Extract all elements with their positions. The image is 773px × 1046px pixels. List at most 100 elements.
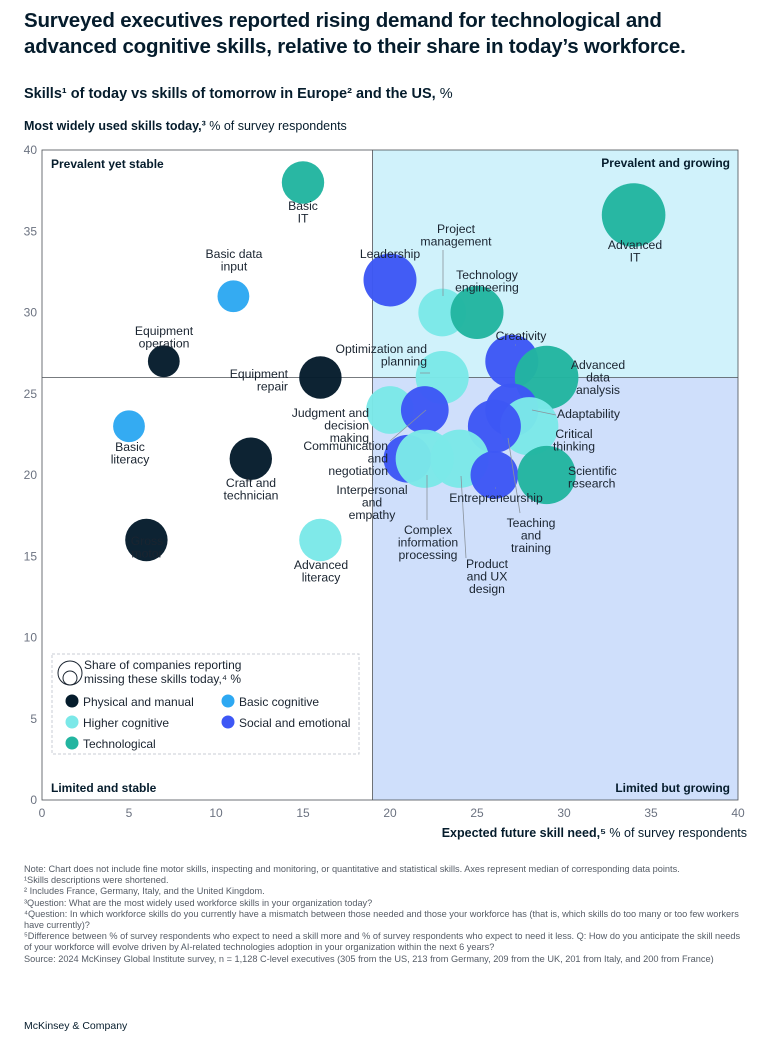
data-point-bubble [366,386,414,434]
x-tick-label: 15 [296,806,310,820]
y-tick-label: 40 [24,143,38,157]
legend-size-label-line2: missing these skills today,⁴ % [84,672,241,686]
data-point-label-line: and [521,529,541,543]
legend-swatch [221,715,235,729]
data-point-label-line: IT [630,251,641,265]
data-point-label-line: operation [139,337,190,351]
data-point-label-line: Technology [456,268,519,282]
data-point-label-line: Entrepreneurship [449,491,543,505]
data-point-label: Advanced literacy [294,558,348,585]
data-point-label-line: Gross [131,534,164,548]
quadrant-label-top-right: Prevalent and growing [601,156,730,170]
legend-swatch [65,694,79,708]
data-point-label-line: repair [257,380,288,394]
legend-swatch [65,736,79,750]
x-axis-title-bold: Expected future skill need,⁵ [441,826,606,840]
data-point-label-line: Adaptability [557,407,621,421]
data-point-label: Craft and technician [224,476,279,503]
data-point-label-line: and [368,452,388,466]
data-point-label-line: planning [381,355,427,369]
data-point-label: Leadership [360,247,421,261]
legend-swatch [221,694,235,708]
chart-subtitle-main: Skills¹ of today vs skills of tomorrow i… [24,86,436,102]
y-tick-label: 20 [24,468,38,482]
data-point-label-line: Basic [115,440,145,454]
data-point-label-line: Advanced [608,238,662,252]
data-point-label-line: Craft and [226,476,276,490]
footnotes: Note: Chart does not include fine motor … [24,864,744,965]
data-point-label: Judgment and decision making [292,406,369,445]
data-point-label: Equipment repair [230,367,289,394]
data-point-label-line: decision [324,419,369,433]
legend-item-label: Basic cognitive [239,695,319,709]
y-axis-title: Most widely used skills today,³ % of sur… [24,119,347,133]
label-leader-line [460,475,467,559]
legend-size-label: Share of companies reporting [84,658,241,672]
footnote: ³Question: What are the most widely used… [24,897,373,908]
data-point-label: Gross motor [131,534,164,561]
data-point-label: Project management [420,222,492,249]
data-point-bubble [281,161,325,204]
data-point-bubble [125,518,168,562]
data-point-label-line: Teaching [507,516,556,530]
data-point-label-line: Project [437,222,476,236]
chart-subtitle: Skills¹ of today vs skills of tomorrow i… [24,86,453,102]
data-point-label-line: engineering [455,281,519,295]
chart-subtitle-unit: % [435,86,453,102]
data-point-label: Critical thinking [553,427,595,454]
data-point-label: Advanced IT [608,238,662,265]
data-point-label-line: analysis [576,383,620,397]
data-point-bubble [450,286,504,339]
x-tick-label: 40 [731,806,745,820]
x-axis-title-unit: % of survey respondents [605,826,747,840]
data-point-label: Basic data input [206,247,263,274]
data-point-label-line: research [568,477,615,491]
x-tick-label: 35 [644,806,658,820]
quadrant-label-top-left: Prevalent yet stable [51,157,164,171]
scatter-chart: 0 5 10 15 20 25 30 35 40 0 5 10 15 20 25 30 35 40 Prevalen… [24,143,745,820]
data-point-label: Advanced data analysis [571,358,625,397]
data-point-bubble [217,280,250,313]
data-point-label-line: Scientific [568,464,617,478]
data-point-label-line: information [398,536,458,550]
footnote: ² Includes France, Germany, Italy, and t… [24,886,265,897]
data-point-label-line: training [511,541,551,555]
data-point-label: Optimization and planning [336,342,427,369]
legend-item-label: Social and emotional [239,716,350,730]
data-point-label-line: design [469,582,505,596]
y-tick-label: 15 [24,549,38,563]
data-point-label: Basic literacy [111,440,151,467]
data-point-label: Equipment operation [135,324,194,351]
data-point-label-line: Advanced [294,558,348,572]
data-point-label-line: thinking [553,440,595,454]
plot-frame [41,149,739,801]
data-point-bubble [299,518,342,562]
data-point-label-line: Optimization and [336,342,427,356]
data-point-bubble [470,451,519,499]
y-tick-label: 10 [24,631,38,645]
quadrant-top-right-fill [372,150,738,378]
data-point-label: Communication and negotiation [303,439,388,478]
x-tick-label: 5 [126,806,133,820]
data-point-bubble [601,183,666,247]
data-point-label-line: data [586,371,610,385]
data-point-label-line: Equipment [135,324,194,338]
data-point-label-line: empathy [349,508,397,522]
data-point-label-line: input [221,260,248,274]
data-point-bubble [517,445,576,505]
data-point-label: Basic IT [288,199,318,226]
legend-item-label: Higher cognitive [83,716,169,730]
data-point-label-line: Complex [404,523,452,537]
data-point-label-line: Basic data [206,247,263,261]
data-point-label: Product and UX design [466,557,509,596]
y-tick-label: 25 [24,387,38,401]
data-point-label-line: Communication [303,439,388,453]
y-tick-label: 30 [24,306,38,320]
x-tick-label: 30 [557,806,571,820]
legend-item-label: Technological [83,737,156,751]
data-point-label-line: Interpersonal [336,483,407,497]
x-tick-label: 25 [470,806,484,820]
data-point-bubble [400,386,449,434]
footnote-source: Source: 2024 McKinsey Global Institute s… [24,953,714,964]
legend-box [51,653,360,755]
